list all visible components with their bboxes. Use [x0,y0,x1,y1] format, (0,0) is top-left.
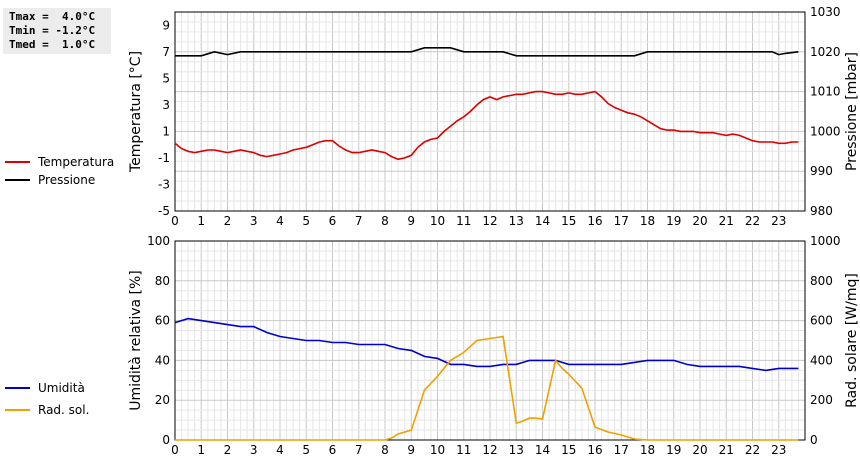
x-tick-label: 23 [771,214,786,228]
x-tick-label: 4 [276,443,284,457]
x-tick-label: 19 [666,443,681,457]
y-left-tick-label: 100 [147,234,170,248]
y-right-tick-label: 400 [810,353,833,367]
series-line-temperatura [174,90,799,161]
y-right-tick-label: 1020 [810,45,841,59]
x-tick-label: 9 [407,443,415,457]
x-tick-label: 7 [355,214,363,228]
x-tick-label: 0 [171,443,179,457]
y-left-tick-label: 40 [155,353,170,367]
x-tick-label: 13 [509,443,524,457]
y-left-axis-label: Umidità relativa [%] [128,270,144,411]
y-left-tick-label: -3 [158,177,170,191]
y-left-tick-label: 20 [155,393,170,407]
x-tick-label: 11 [456,214,471,228]
legend-label: Pressione [38,173,95,187]
y-right-tick-label: 0 [810,433,818,447]
x-tick-label: 19 [666,214,681,228]
y-right-tick-label: 990 [810,164,833,178]
y-left-tick-label: -5 [158,204,170,218]
y-right-tick-label: 1010 [810,85,841,99]
x-tick-label: 0 [171,214,179,228]
x-tick-label: 21 [719,443,734,457]
y-left-tick-label: 5 [162,71,170,85]
x-tick-label: 1 [197,443,205,457]
y-left-tick-label: 7 [162,45,170,59]
x-tick-label: 1 [197,214,205,228]
series-line-umidit- [174,317,799,372]
y-left-axis-label: Temperatura [°C] [128,51,144,173]
y-right-axis-label: Pressione [mbar] [844,52,860,171]
y-left-tick-label: 9 [162,18,170,32]
tmin-text: Tmin = -1.2°C [9,24,96,37]
panel-1: 0 1 2 3 4 5 6 7 8 9 10 11 12 13 14 15 16 17 18 19 20 21 22 2397… [5,5,860,228]
legend-label: Umidità [38,381,85,395]
x-tick-label: 17 [614,443,629,457]
x-tick-label: 5 [302,214,310,228]
x-tick-label: 11 [456,443,471,457]
x-tick-label: 4 [276,214,284,228]
x-tick-label: 16 [587,214,602,228]
y-right-tick-label: 800 [810,274,833,288]
x-tick-label: 10 [430,443,445,457]
x-tick-label: 6 [329,443,337,457]
x-tick-label: 14 [535,443,550,457]
x-tick-label: 17 [614,214,629,228]
y-left-tick-label: 80 [155,274,170,288]
x-tick-label: 12 [482,214,497,228]
x-tick-label: 12 [482,443,497,457]
y-right-tick-label: 1030 [810,5,841,19]
x-tick-label: 16 [587,443,602,457]
tmed-text: Tmed = 1.0°C [9,38,96,51]
x-tick-label: 18 [640,214,655,228]
legend-label: Temperatura [37,155,114,169]
x-tick-label: 22 [745,443,760,457]
y-left-tick-label: -1 [158,151,170,165]
y-right-axis-label: Rad. solare [W/mq] [844,273,860,408]
x-tick-label: 18 [640,443,655,457]
x-tick-label: 15 [561,443,576,457]
x-tick-label: 22 [745,214,760,228]
x-tick-label: 13 [509,214,524,228]
x-tick-label: 6 [329,214,337,228]
x-tick-label: 20 [692,443,707,457]
series-line-rad-sol- [175,335,799,441]
y-left-tick-label: 3 [162,98,170,112]
y-right-tick-label: 1000 [810,234,841,248]
x-tick-label: 15 [561,214,576,228]
y-left-tick-label: 1 [162,124,170,138]
y-right-tick-label: 980 [810,204,833,218]
x-tick-label: 10 [430,214,445,228]
plot-frame [174,11,806,212]
x-tick-label: 2 [224,214,232,228]
x-tick-label: 5 [302,443,310,457]
panel-2: 0 1 2 3 4 5 6 7 8 9 10 11 12 13 14 15 16 17 18 19 20 21 22 2310… [5,234,860,457]
y-left-tick-label: 0 [162,433,170,447]
x-tick-label: 14 [535,214,550,228]
x-tick-label: 8 [381,214,389,228]
x-tick-label: 9 [407,214,415,228]
x-tick-label: 3 [250,214,258,228]
stats-box: Tmax = 4.0°C Tmin = -1.2°C Tmed = 1.0°C [3,8,111,54]
series-line-pressione [175,46,799,57]
x-tick-label: 3 [250,443,258,457]
tmax-text: Tmax = 4.0°C [9,10,96,23]
x-tick-label: 23 [771,443,786,457]
y-right-tick-label: 200 [810,393,833,407]
x-tick-label: 8 [381,443,389,457]
x-tick-label: 2 [224,443,232,457]
plot-frame [174,240,806,441]
x-tick-label: 21 [719,214,734,228]
x-tick-label: 20 [692,214,707,228]
y-right-tick-label: 1000 [810,124,841,138]
legend-label: Rad. sol. [38,403,89,417]
y-left-tick-label: 60 [155,314,170,328]
x-tick-label: 7 [355,443,363,457]
y-right-tick-label: 600 [810,314,833,328]
